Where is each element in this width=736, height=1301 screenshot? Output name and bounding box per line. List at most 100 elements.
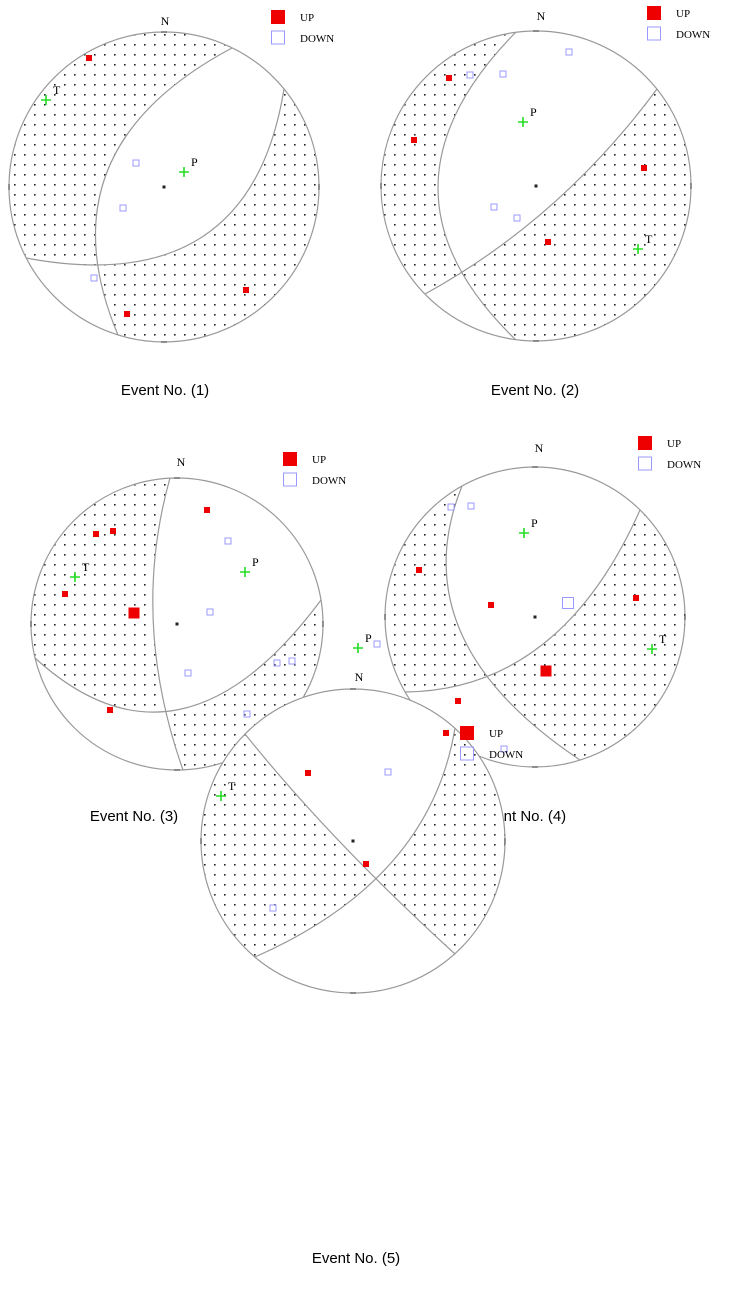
nodal-plane (445, 485, 581, 761)
nodal-plane (254, 727, 456, 958)
up-polarity (540, 665, 552, 677)
t-axis (216, 791, 226, 801)
legend-down-label: DOWN (312, 475, 346, 487)
up-polarity (363, 861, 369, 867)
event-caption: Event No. (5) (312, 1250, 400, 1267)
up-polarity (204, 507, 210, 513)
up-polarity (488, 602, 494, 608)
down-polarity (132, 159, 140, 167)
p-axis (353, 643, 363, 653)
p-axis (240, 567, 250, 577)
legend-up-swatch (647, 6, 661, 20)
p-axis (179, 167, 189, 177)
down-polarity (562, 597, 574, 609)
t-axis (647, 644, 657, 654)
center-dot (162, 185, 166, 189)
t-axis-label: T (82, 560, 90, 574)
legend-down-label: DOWN (676, 29, 710, 41)
legend-down-swatch (271, 30, 285, 45)
event-caption: Event No. (1) (121, 382, 209, 399)
down-polarity (90, 274, 98, 282)
legend-up-label: UP (312, 454, 326, 466)
north-label: N (355, 670, 364, 684)
down-polarity (269, 904, 277, 912)
center-dot (533, 615, 537, 619)
legend-down-swatch (283, 472, 297, 487)
legend-up-swatch (460, 726, 474, 740)
up-polarity (545, 239, 551, 245)
t-axis (633, 244, 643, 254)
down-polarity (565, 48, 573, 56)
up-polarity (124, 311, 130, 317)
legend-down-label: DOWN (667, 459, 701, 471)
t-axis-label: T (228, 779, 236, 793)
down-polarity (467, 502, 475, 510)
nodal-plane (437, 31, 517, 341)
legend-up-swatch (283, 452, 297, 466)
down-polarity (273, 659, 281, 667)
p-axis-label: P (530, 105, 537, 119)
down-polarity (184, 669, 192, 677)
legend-up-swatch (638, 436, 652, 450)
legend-up-label: UP (489, 728, 503, 740)
up-polarity (128, 607, 140, 619)
p-axis-label: P (252, 555, 259, 569)
t-axis-label: T (53, 83, 61, 97)
nodal-plane (152, 478, 184, 770)
center-dot (534, 184, 538, 188)
up-polarity (443, 730, 449, 736)
up-polarity (305, 770, 311, 776)
up-polarity (411, 137, 417, 143)
down-polarity (373, 640, 381, 648)
down-polarity (499, 70, 507, 78)
north-label: N (177, 455, 186, 469)
t-axis-label: T (659, 632, 667, 646)
up-polarity (86, 55, 92, 61)
nodal-plane (94, 47, 233, 336)
up-polarity (446, 75, 452, 81)
legend-up-label: UP (300, 12, 314, 24)
up-polarity (62, 591, 68, 597)
up-polarity (633, 595, 639, 601)
center-dot (351, 839, 355, 843)
nodal-plane (25, 88, 285, 266)
nodal-plane (34, 599, 322, 713)
north-label: N (161, 14, 170, 28)
t-axis-label: T (645, 232, 653, 246)
p-axis-label: P (365, 631, 372, 645)
up-polarity (110, 528, 116, 534)
p-axis (519, 528, 529, 538)
nodal-plane (244, 733, 456, 955)
nodal-plane (424, 88, 658, 295)
down-polarity (288, 657, 296, 665)
north-label: N (535, 441, 544, 455)
legend-down-label: DOWN (489, 749, 523, 761)
down-polarity (447, 503, 455, 511)
up-polarity (243, 287, 249, 293)
p-axis (518, 117, 528, 127)
down-polarity (500, 745, 508, 753)
down-polarity (206, 608, 214, 616)
nodal-plane (404, 509, 641, 693)
legend-down-label: DOWN (300, 33, 334, 45)
legend-down-swatch (460, 746, 474, 761)
legend-up-label: UP (667, 438, 681, 450)
t-axis (70, 572, 80, 582)
down-polarity (384, 768, 392, 776)
event-caption: Event No. (2) (491, 382, 579, 399)
center-dot (175, 622, 179, 626)
event-caption: Event No. (3) (90, 808, 178, 825)
legend-down-swatch (638, 456, 652, 471)
p-axis-label: P (191, 155, 198, 169)
down-polarity (466, 71, 474, 79)
up-polarity (455, 698, 461, 704)
up-polarity (93, 531, 99, 537)
down-polarity (490, 203, 498, 211)
north-label: N (537, 9, 546, 23)
t-axis (41, 95, 51, 105)
down-polarity (243, 710, 251, 718)
up-polarity (641, 165, 647, 171)
down-polarity (513, 214, 521, 222)
down-polarity (224, 537, 232, 545)
